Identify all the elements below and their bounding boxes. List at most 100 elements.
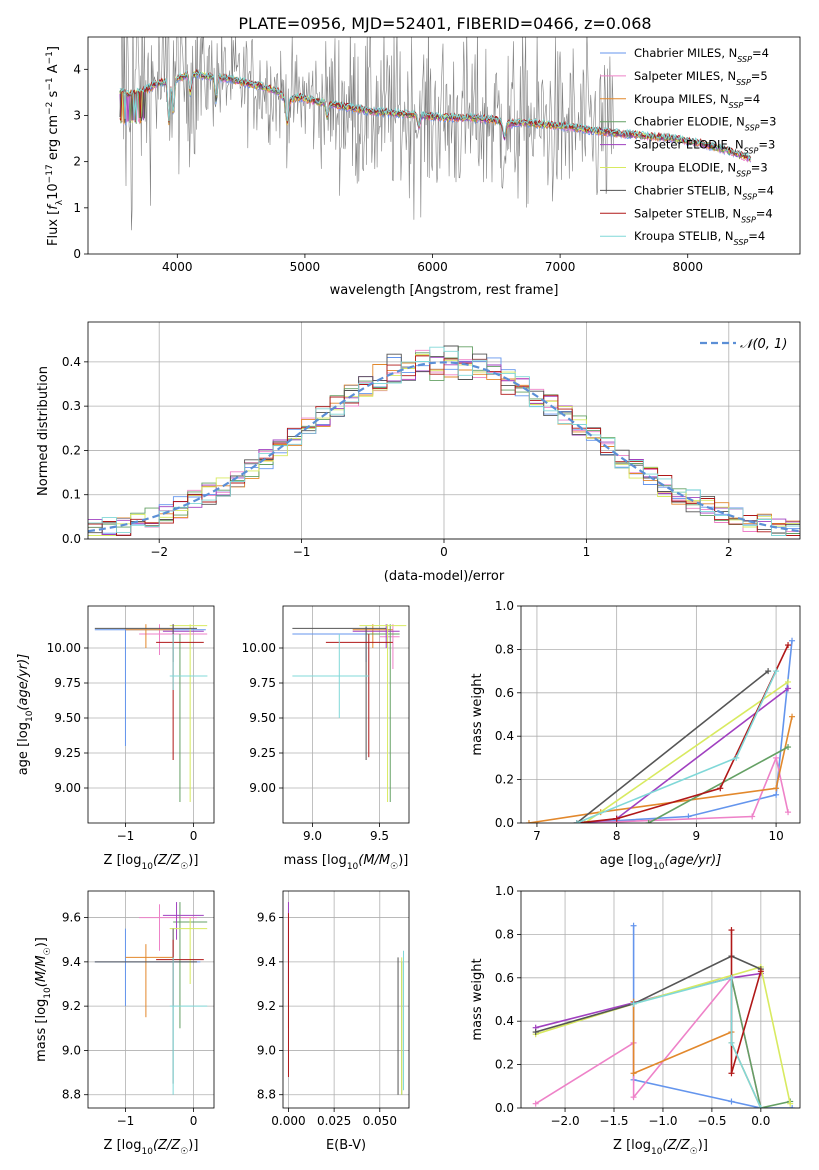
age-vs-Z-chart-xlabel-part: Z [log — [104, 853, 142, 868]
spectrum-ylabel-part: −17 — [45, 164, 55, 183]
spectrum-ylabel-part: s — [46, 90, 61, 101]
age-vs-mass-chart-xtick-label: 9.0 — [303, 829, 322, 843]
age-vs-Z-chart-xlabel-part: )] — [188, 853, 198, 868]
age-vs-Z-chart-ytick-label: 9.50 — [54, 711, 81, 725]
legend-label-5: Salpeter ELODIE, NSSP=3 — [634, 138, 775, 156]
legend-sub: SSP — [736, 169, 751, 178]
weight-vs-Z-chart-frame — [520, 890, 801, 1109]
legend-count: =3 — [758, 138, 775, 152]
residuals-chart-xtick-label: 1 — [583, 545, 591, 559]
weight-vs-Z-chart-line-6 — [535, 965, 791, 1104]
age-vs-mass-chart-plot-area — [292, 624, 407, 802]
spectrum-ylabel-part: −1 — [45, 51, 55, 64]
age-vs-Z-chart-xlabel-part: (Z/Z — [153, 853, 181, 868]
mass-vs-ebv-chart-ytick-label: 9.2 — [257, 999, 276, 1013]
age-vs-Z-chart-plot-area — [94, 624, 208, 802]
weight-vs-Z-chart-ytick-label: 0.6 — [495, 971, 514, 985]
legend-name: Kroupa ELODIE, N — [634, 161, 736, 175]
legend-count: =4 — [743, 92, 760, 106]
mass-vs-Z-chart-xlabel: Z [log10(Z/Z☉)] — [104, 1138, 199, 1157]
residuals-chart-xtick-label: −1 — [293, 545, 311, 559]
weight-vs-age-chart-xtick-label: 10 — [768, 829, 783, 843]
spectrum-ylabel-part: −2 — [45, 102, 55, 115]
mass-vs-Z-chart-xlabel-part: 10 — [141, 1147, 153, 1157]
age-vs-Z-chart-ylabel-part: age [log — [16, 722, 31, 775]
weight-vs-Z-chart-ytick-label: 0.8 — [495, 927, 514, 941]
weight-vs-Z-chart-ytick-label: 0.4 — [495, 1014, 514, 1028]
spectrum-chart-xtick-label: 8000 — [672, 260, 703, 274]
spectrum-ylabel-part: f — [46, 203, 61, 210]
residuals-chart-xtick-label: 2 — [725, 545, 733, 559]
weight-vs-Z-chart-xtick-label: −1.5 — [599, 1114, 628, 1128]
mass-vs-Z-chart-ylabel-part: 10 — [43, 987, 53, 999]
age-vs-mass-chart-frame — [282, 605, 410, 824]
age-vs-Z-chart-xlabel: Z [log10(Z/Z☉)] — [104, 853, 199, 872]
legend-name: Salpeter STELIB, N — [634, 206, 741, 220]
mass-vs-Z-chart-ytick-label: 8.8 — [62, 1088, 81, 1102]
legend-label-8: Salpeter STELIB, NSSP=4 — [634, 206, 773, 224]
weight-vs-Z-chart-line-9 — [633, 976, 762, 1108]
legend-label-9: Kroupa STELIB, NSSP=4 — [634, 229, 765, 247]
age-vs-Z-chart-xtick-label: −1 — [117, 829, 135, 843]
spectrum-ylabel-part: −1 — [45, 77, 55, 90]
legend-label-2: Salpeter MILES, NSSP=5 — [634, 69, 768, 87]
mass-vs-Z-chart-ylabel: mass [log10(M/M☉)] — [34, 937, 53, 1062]
spectrum-chart-plot-area — [119, 37, 752, 231]
age-vs-mass-chart-ytick-label: 9.75 — [249, 676, 276, 690]
figure-title: PLATE=0956, MJD=52401, FIBERID=0466, z=0… — [238, 14, 651, 33]
residuals-chart-ytick-label: 0.4 — [62, 355, 81, 369]
mass-vs-Z-chart-ytick-label: 9.4 — [62, 955, 81, 969]
legend-count: =4 — [748, 229, 765, 243]
legend-name: Chabrier ELODIE, N — [634, 115, 745, 129]
age-vs-mass-chart-ytick-label: 9.50 — [249, 711, 276, 725]
legend-name: Salpeter ELODIE, N — [634, 138, 744, 152]
age-vs-Z-chart-xlabel-part: ☉ — [180, 862, 188, 872]
weight-vs-age-chart-xlabel: age [log10(age/yr)] — [600, 853, 722, 872]
mass-vs-Z-chart-ylabel-part: )] — [34, 937, 49, 947]
weight-vs-Z-chart-line-3 — [632, 1001, 762, 1108]
weight-vs-age-chart-line-3 — [528, 716, 793, 823]
mass-vs-ebv-chart-plot-area — [287, 902, 405, 1095]
spectrum-chart-ytick-label: 2 — [73, 155, 81, 169]
spectrum-ylabel-part: ] — [46, 46, 61, 51]
spectrum-chart-ytick-label: 4 — [73, 62, 81, 76]
age-vs-mass-chart-ytick-label: 9.25 — [249, 746, 276, 760]
weight-vs-Z-chart-xlabel-part: ☉ — [690, 1147, 698, 1157]
weight-vs-age-chart-ytick-label: 1.0 — [495, 599, 514, 613]
residuals-chart-xtick-label: 0 — [440, 545, 448, 559]
legend-label-3: Kroupa MILES, NSSP=4 — [634, 92, 760, 110]
mass-vs-ebv-chart-ytick-label: 9.0 — [257, 1043, 276, 1057]
weight-vs-Z-chart-xtick-label: −1.0 — [648, 1114, 677, 1128]
weight-vs-Z-chart-line-4 — [730, 977, 791, 1108]
mass-vs-ebv-chart-ytick-label: 9.6 — [257, 911, 276, 925]
legend-count: =4 — [757, 183, 774, 197]
normal-curve — [88, 361, 800, 533]
spectrum-xlabel: wavelength [Angstrom, rest frame] — [330, 283, 559, 298]
legend-sub: SSP — [737, 55, 752, 64]
residuals-chart-xtick-label: −2 — [150, 545, 168, 559]
spectrum-ylabel-part: A — [46, 64, 61, 77]
mass-vs-Z-chart-plot-area — [94, 902, 208, 1095]
weight-vs-age-chart-line-6 — [584, 681, 789, 823]
mass-vs-ebv-chart: 0.000 0.025 0.050 8.8 9.0 9.2 9.4 9.6 E(B-V) — [257, 890, 410, 1153]
legend-name: Kroupa MILES, N — [634, 92, 729, 106]
mass-vs-Z-chart-xlabel-part: (Z/Z — [153, 1138, 181, 1153]
mass-vs-ebv-chart-xtick-label: 0.025 — [317, 1114, 351, 1128]
legend-sub: SSP — [734, 238, 749, 247]
residuals-chart-ytick-label: 0.3 — [62, 399, 81, 413]
weight-vs-age-chart-xtick-label: 7 — [533, 829, 541, 843]
spectrum-chart: 4000 5000 6000 7000 8000 0 1 2 3 4 wavelength [Ang… — [45, 36, 801, 298]
weight-vs-age-chart-line-4 — [648, 746, 789, 823]
weight-vs-Z-chart-ytick-label: 1.0 — [495, 884, 514, 898]
weight-vs-Z-chart-line-1 — [632, 925, 793, 1108]
age-vs-mass-chart-xtick-label: 9.5 — [370, 829, 389, 843]
weight-vs-Z-chart-line-7 — [535, 955, 762, 1033]
age-vs-Z-chart-ytick-label: 10.00 — [47, 641, 81, 655]
weight-vs-Z-chart: −2.0 −1.5 −1.0 −0.5 0.0 0.0 0.2 0.4 0.6 0.8 1.0 Z [… — [470, 884, 801, 1157]
weight-vs-Z-chart-ylabel: mass weight — [470, 958, 485, 1040]
age-vs-Z-chart-ytick-label: 9.25 — [54, 746, 81, 760]
mass-vs-Z-chart-xtick-label: −1 — [117, 1114, 135, 1128]
